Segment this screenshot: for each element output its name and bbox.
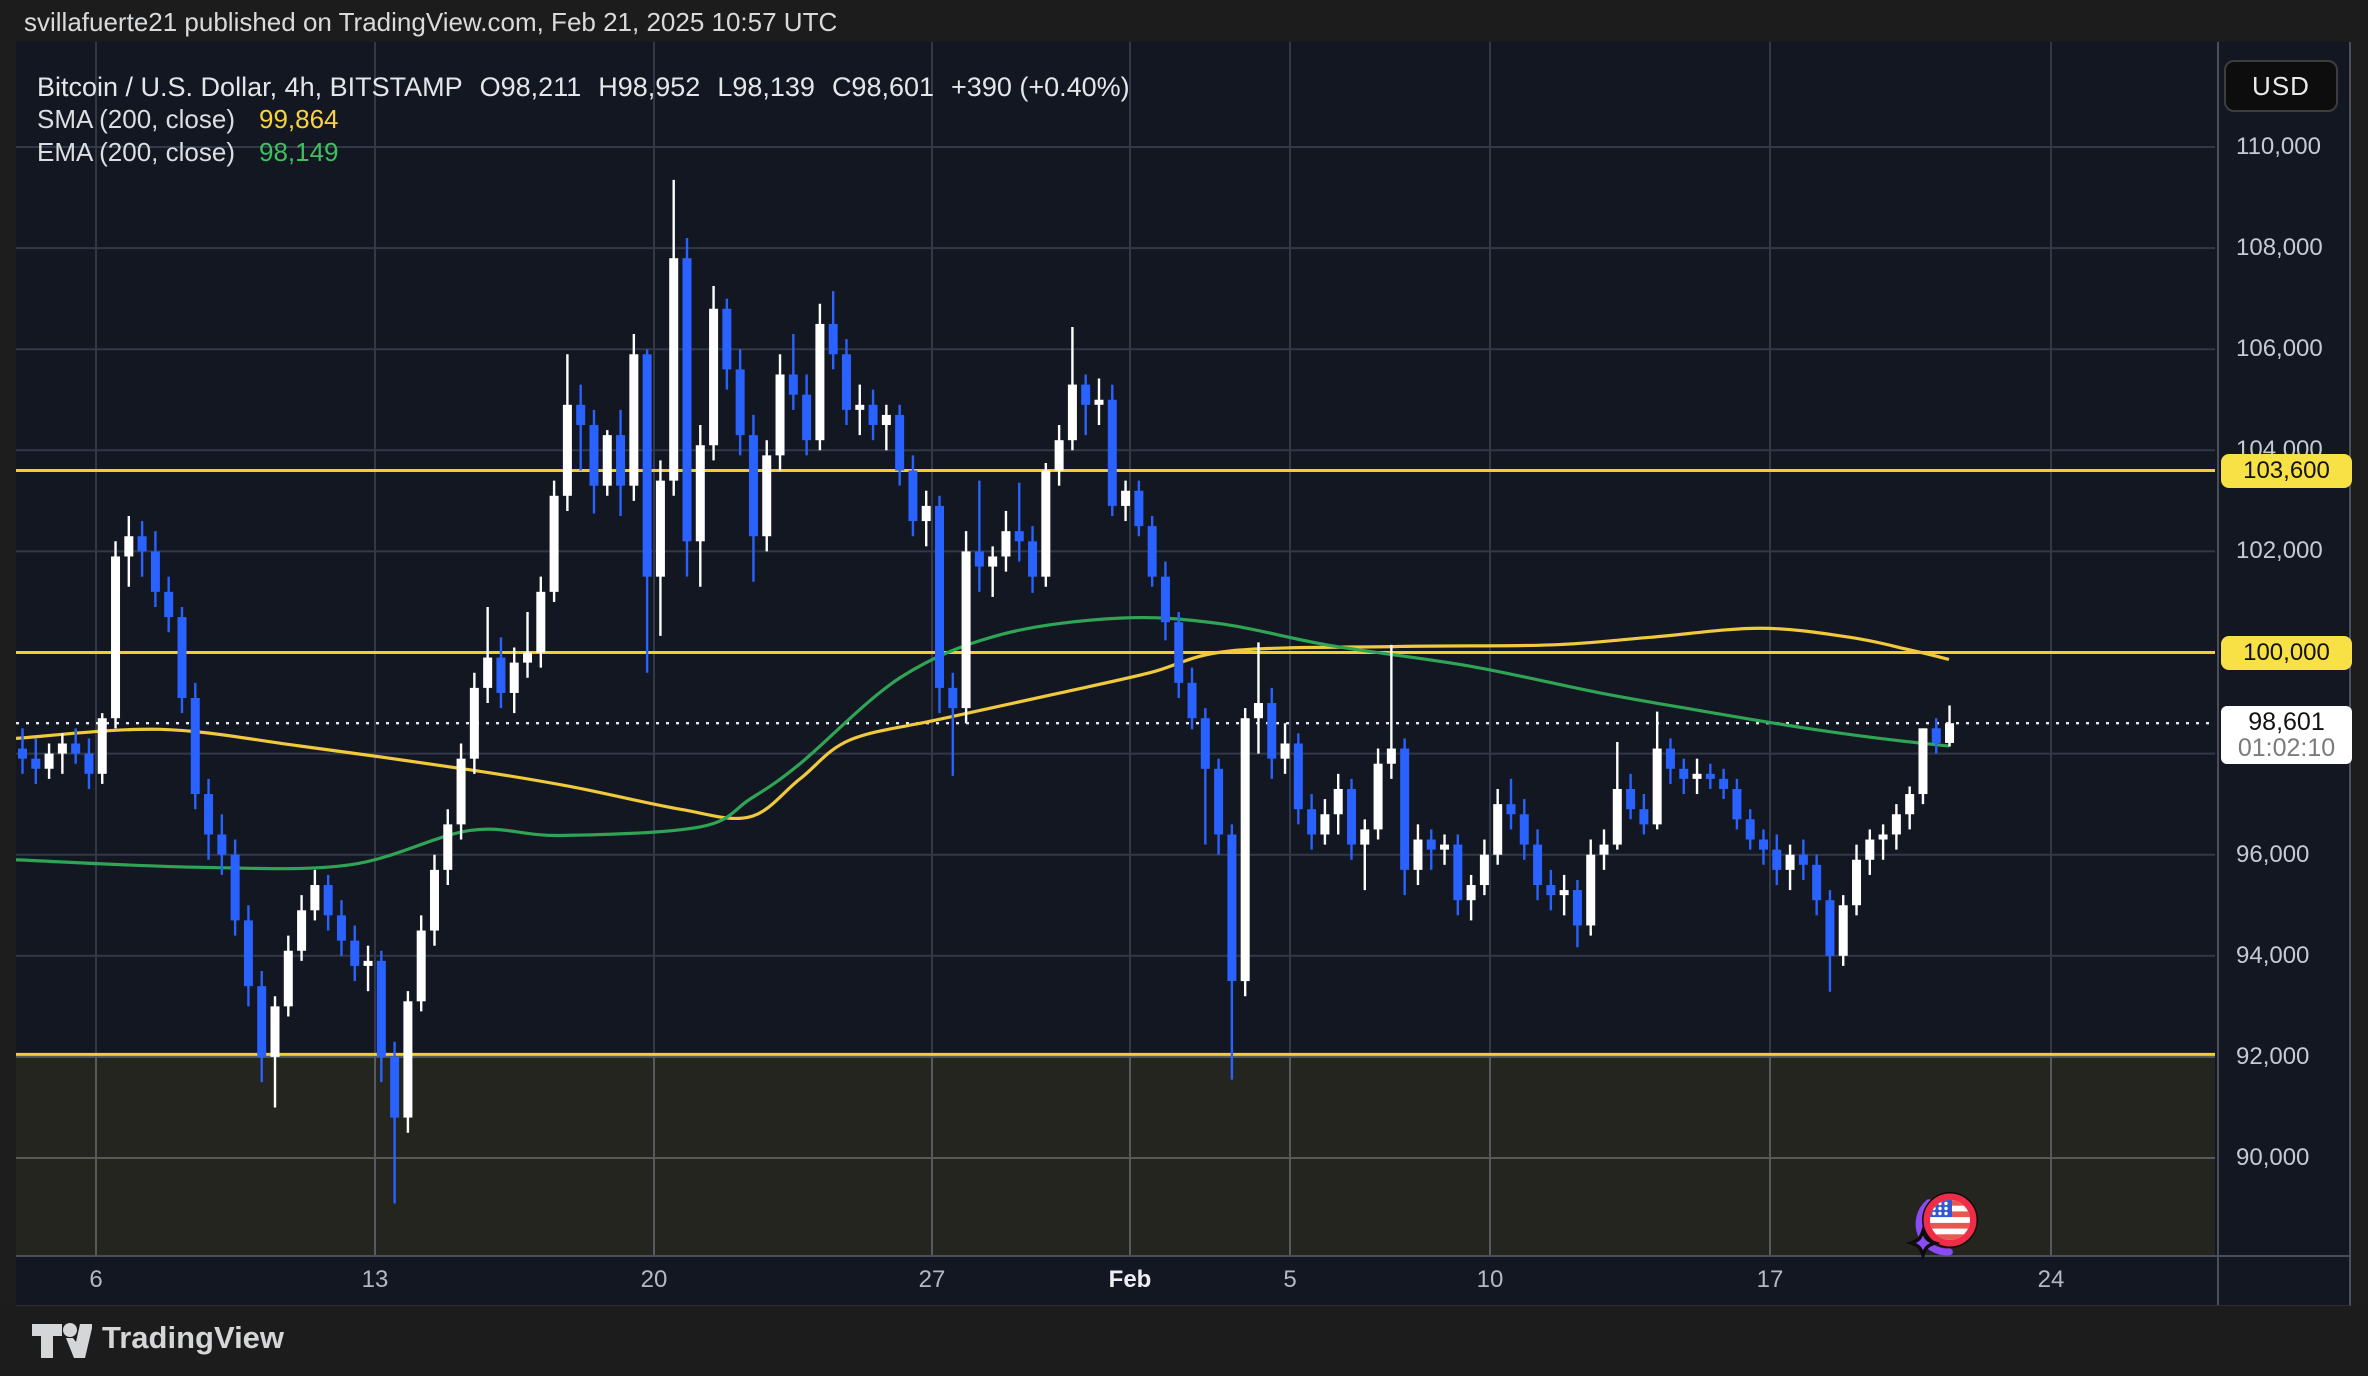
time-tick-label: 17 (1756, 1266, 1784, 1293)
ema-legend-row: EMA (200, close) 98,149 (37, 137, 339, 168)
ohlc-change: +390 (+0.40%) (951, 72, 1130, 102)
price-level-badge-103600: 103,600 (2221, 453, 2352, 488)
symbol-title: Bitcoin / U.S. Dollar, 4h, BITSTAMP (37, 72, 463, 102)
ohlc-close: C98,601 (831, 72, 935, 102)
price-tick-label: 110,000 (2236, 133, 2321, 160)
currency-button-label: USD (2252, 70, 2310, 101)
footer-bar: TradingView (0, 1306, 2368, 1376)
ema-value: 98,149 (258, 137, 339, 167)
price-tick-label: 102,000 (2236, 537, 2323, 565)
tradingview-brand[interactable]: TradingView (102, 1320, 285, 1355)
time-tick-label: 20 (640, 1266, 668, 1293)
time-tick-label: 5 (1283, 1266, 1297, 1293)
time-tick-label: 6 (89, 1266, 103, 1293)
symbol-legend-row: Bitcoin / U.S. Dollar, 4h, BITSTAMP O98,2… (37, 72, 1147, 103)
us-flag-sticker-icon (1905, 1192, 1978, 1261)
time-tick-label: 13 (361, 1266, 389, 1293)
sparkle-icon (1905, 1225, 1941, 1261)
price-tick-label: 108,000 (2236, 234, 2323, 262)
price-tick-label: 94,000 (2236, 941, 2310, 969)
sma-legend-row: SMA (200, close) 99,864 (37, 104, 339, 135)
current-price-value: 98,601 (2248, 708, 2325, 737)
published-text: svillafuerte21 published on TradingView.… (24, 7, 838, 37)
sma-label: SMA (200, close) (37, 104, 235, 134)
tradingview-logo-icon[interactable] (30, 1318, 92, 1364)
time-tick-label: 27 (918, 1266, 946, 1293)
price-tick-label: 106,000 (2236, 335, 2323, 363)
current-price-badge: 98,601 01:02:10 (2221, 706, 2352, 765)
ohlc-low: L98,139 (717, 72, 815, 102)
ema-label: EMA (200, close) (37, 137, 235, 167)
time-tick-label: 24 (2037, 1266, 2065, 1293)
price-tick-label: 92,000 (2236, 1042, 2310, 1070)
currency-button[interactable]: USD (2224, 60, 2338, 112)
us-flag-icon (1930, 1200, 1970, 1240)
bar-countdown: 01:02:10 (2237, 734, 2336, 763)
price-tick-label: 96,000 (2236, 840, 2310, 868)
ohlc-open: O98,211 (479, 72, 582, 102)
time-tick-label: 10 (1476, 1266, 1504, 1293)
price-level-badge-100000: 100,000 (2221, 635, 2352, 670)
sma-value: 99,864 (258, 104, 339, 134)
ohlc-high: H98,952 (598, 72, 701, 102)
price-tick-label: 90,000 (2236, 1144, 2310, 1171)
time-tick-label: Feb (1108, 1266, 1152, 1293)
price-axis[interactable] (2218, 42, 2350, 1306)
header-bar: svillafuerte21 published on TradingView.… (0, 0, 2368, 42)
